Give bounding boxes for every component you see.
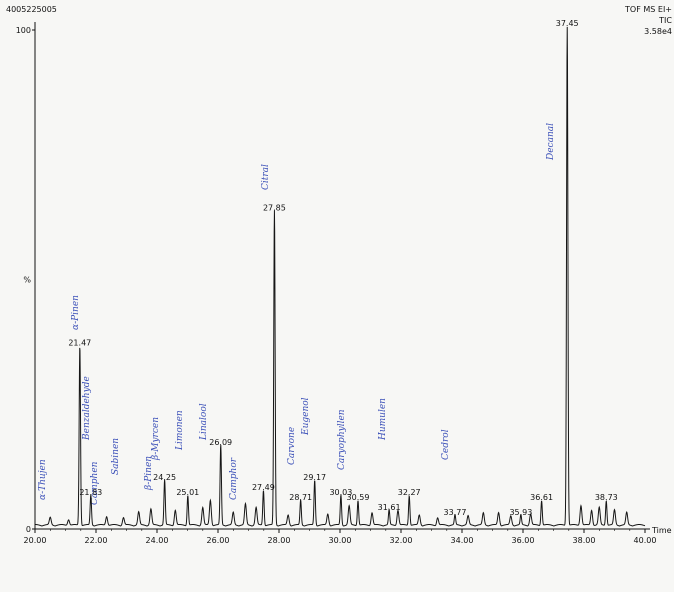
x-tick-label: 32.00 (390, 536, 413, 545)
x-tick-label: 20.00 (24, 536, 47, 545)
handwritten-annotation: Cedrol (441, 429, 451, 460)
handwritten-annotation: β-Pinen (144, 456, 154, 491)
peak-label: 32.27 (398, 488, 421, 497)
header: 4005225005 TOF MS EI+ TIC 3.58e4 (6, 5, 672, 36)
trace-layer (35, 26, 646, 527)
intensity-label: 3.58e4 (644, 27, 672, 36)
trace-label: TIC (658, 16, 672, 25)
handwritten-annotation: α-Thujen (38, 459, 48, 500)
peak-label: 21.83 (79, 488, 102, 497)
x-tick-label: 26.00 (207, 536, 230, 545)
peak-label: 28.71 (289, 493, 312, 502)
peak-label: 24.25 (153, 473, 176, 482)
peak-label: 26.09 (209, 438, 232, 447)
handwritten-annotation: Decanal (546, 123, 556, 161)
handwritten-annotation: Limonen (175, 410, 185, 451)
handwritten-annotation: Camphor (229, 457, 239, 500)
handwritten-annotation: Eugenol (301, 397, 311, 436)
handwritten-annotation: Benzaldehyde (82, 376, 92, 441)
handwritten-annotation: Carvone (287, 427, 297, 465)
handwritten-annotation: α-Pinen (71, 295, 81, 330)
x-tick-label: 28.00 (268, 536, 291, 545)
peak-label: 37.45 (556, 19, 579, 28)
y-tick-label: % (23, 276, 31, 285)
axes (34, 22, 650, 530)
x-tick-label: 30.00 (329, 536, 352, 545)
y-tick-label: 0 (26, 525, 31, 534)
y-tick-label: 100 (16, 26, 31, 35)
x-axis-label: Time (651, 526, 672, 535)
sample-id: 4005225005 (6, 5, 57, 14)
peak-label: 30.03 (329, 488, 352, 497)
peak-label: 25.01 (176, 488, 199, 497)
peak-label: 29.17 (303, 473, 326, 482)
x-tick-label: 24.00 (146, 536, 169, 545)
x-tick-label: 34.00 (451, 536, 474, 545)
tick-labels: 20.00 22.00 24.00 26.00 28.00 30.00 32.00 34.00… (16, 26, 657, 545)
x-tick-label: 22.00 (85, 536, 108, 545)
peak-label: 36.61 (530, 493, 553, 502)
x-tick-label: 38.00 (573, 536, 596, 545)
peak-label: 33.77 (444, 508, 467, 517)
tic-trace (35, 26, 646, 527)
handwritten-annotation: Citral (261, 164, 271, 190)
handwritten-annotation: Camphen (90, 461, 100, 505)
handwritten-annotation: Caryophyllen (337, 409, 347, 470)
peak-label: 31.61 (378, 503, 401, 512)
peak-label: 30.59 (347, 493, 370, 502)
handwritten-annotations: α-Thujen α-Pinen Benzaldehyde Camphen Sabine… (38, 123, 556, 505)
x-tick-label: 40.00 (634, 536, 657, 545)
handwritten-annotation: Sabinen (111, 438, 121, 475)
handwritten-annotation: Linalool (199, 403, 209, 441)
peak-label: 21.47 (68, 338, 91, 347)
peak-label: 27.49 (252, 483, 275, 492)
peak-label: 38.73 (595, 493, 618, 502)
handwritten-annotation: Humulen (378, 398, 388, 441)
peak-label: 35.93 (509, 508, 532, 517)
handwritten-annotation: β-Myrcen (151, 417, 161, 461)
peak-label: 27.85 (263, 204, 286, 213)
x-tick-label: 36.00 (512, 536, 535, 545)
instrument-label: TOF MS EI+ (624, 5, 672, 14)
